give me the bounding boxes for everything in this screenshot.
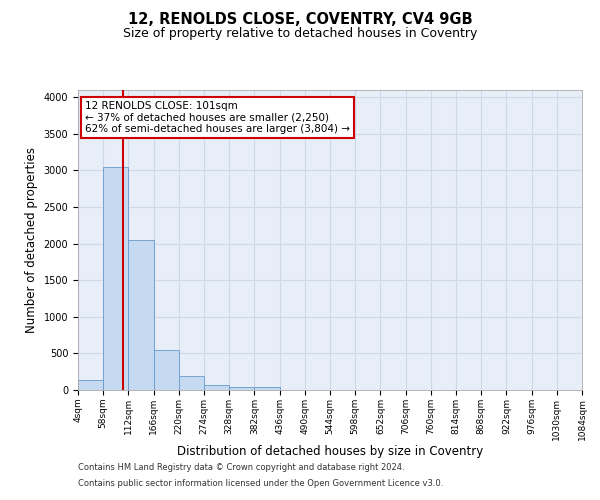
Text: Contains HM Land Registry data © Crown copyright and database right 2024.: Contains HM Land Registry data © Crown c… (78, 464, 404, 472)
Text: Contains public sector information licensed under the Open Government Licence v3: Contains public sector information licen… (78, 478, 443, 488)
Text: Size of property relative to detached houses in Coventry: Size of property relative to detached ho… (123, 28, 477, 40)
Text: 12 RENOLDS CLOSE: 101sqm
← 37% of detached houses are smaller (2,250)
62% of sem: 12 RENOLDS CLOSE: 101sqm ← 37% of detach… (85, 101, 350, 134)
Bar (103, 167, 128, 390)
Bar (229, 386, 254, 390)
Bar (78, 380, 103, 390)
Bar (254, 387, 280, 390)
Text: 12, RENOLDS CLOSE, COVENTRY, CV4 9GB: 12, RENOLDS CLOSE, COVENTRY, CV4 9GB (128, 12, 472, 28)
Bar (179, 376, 204, 390)
X-axis label: Distribution of detached houses by size in Coventry: Distribution of detached houses by size … (177, 446, 483, 458)
Bar (154, 350, 179, 390)
Y-axis label: Number of detached properties: Number of detached properties (25, 147, 38, 333)
Bar (204, 385, 229, 390)
Bar (128, 240, 154, 390)
